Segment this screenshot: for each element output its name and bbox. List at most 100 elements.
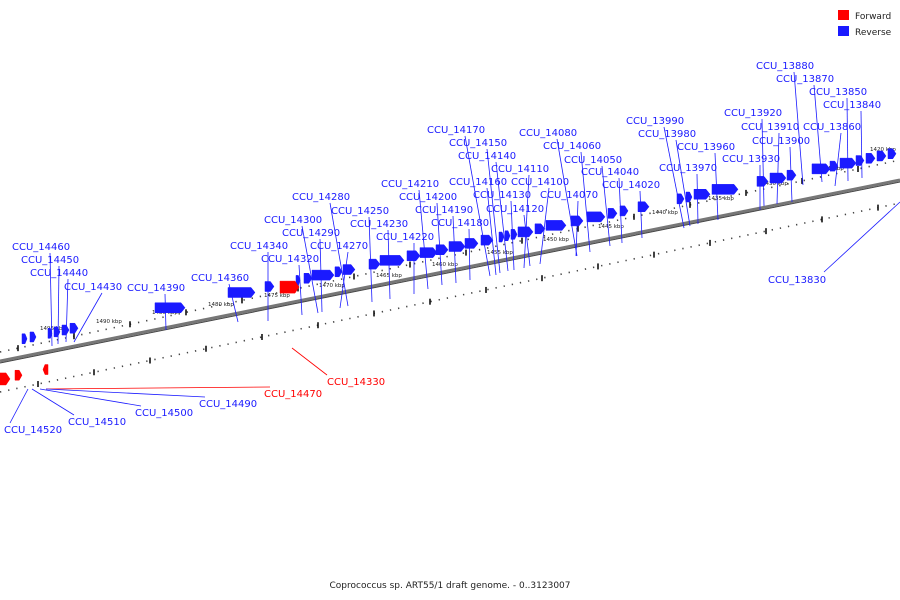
gene-label[interactable]: CCU_14300 <box>264 215 322 226</box>
gene-block <box>14 369 23 381</box>
kbp-label: 1455 kbp <box>487 250 513 256</box>
gene-label[interactable]: CCU_13870 <box>776 74 834 85</box>
gene-label[interactable]: CCU_14120 <box>486 204 544 215</box>
gene-label[interactable]: CCU_14440 <box>30 268 88 279</box>
gene-label[interactable]: CCU_13840 <box>823 100 881 111</box>
gene-block <box>227 287 256 298</box>
gene-label[interactable]: CCU_14100 <box>511 177 569 188</box>
gene-block <box>619 205 629 217</box>
genome-backbone-shadow <box>0 181 900 364</box>
gene-label[interactable]: CCU_14390 <box>127 283 185 294</box>
gene-block <box>756 176 769 187</box>
gene-block <box>154 302 186 313</box>
genome-caption: Coprococcus sp. ART55/1 draft genome. - … <box>329 581 570 591</box>
gene-label[interactable]: CCU_14190 <box>415 205 473 216</box>
gene-block <box>786 169 797 181</box>
gene-block <box>480 234 494 246</box>
gene-label[interactable]: CCU_13970 <box>659 163 717 174</box>
gene-block <box>21 333 28 345</box>
gene-connector <box>834 132 842 187</box>
gene-block <box>876 150 887 162</box>
gene-label[interactable]: CCU_14340 <box>230 241 288 252</box>
gene-label[interactable]: CCU_14020 <box>602 180 660 191</box>
gene-label[interactable]: CCU_13920 <box>724 108 782 119</box>
gene-label[interactable]: CCU_14520 <box>4 425 62 436</box>
gene-connector <box>73 292 103 343</box>
gene-block <box>711 184 739 195</box>
gene-block <box>419 247 438 258</box>
gene-label[interactable]: CCU_14360 <box>191 273 249 284</box>
gene-connector <box>301 225 319 314</box>
gene-connector <box>575 200 579 257</box>
gene-block <box>368 258 381 270</box>
gene-label[interactable]: CCU_13860 <box>803 122 861 133</box>
gene-label[interactable]: CCU_14200 <box>399 192 457 203</box>
gene-label[interactable]: CCU_14150 <box>449 138 507 149</box>
gene-label[interactable]: CCU_13980 <box>638 129 696 140</box>
gene-label[interactable]: CCU_13830 <box>768 275 826 286</box>
gene-label[interactable]: CCU_14040 <box>581 167 639 178</box>
gene-label[interactable]: CCU_14180 <box>431 218 489 229</box>
legend: Forward Reverse <box>838 10 892 38</box>
gene-label[interactable]: CCU_13960 <box>677 142 735 153</box>
gene-connector <box>45 388 206 398</box>
gene-label[interactable]: CCU_14280 <box>292 192 350 203</box>
gene-label[interactable]: CCU_14210 <box>381 179 439 190</box>
gene-block <box>42 364 49 375</box>
gene-label[interactable]: CCU_14320 <box>261 254 319 265</box>
gene-connector <box>39 388 142 407</box>
gene-label[interactable]: CCU_14290 <box>282 228 340 239</box>
gene-block <box>811 163 831 175</box>
gene-block <box>498 231 505 243</box>
gene-label[interactable]: CCU_14500 <box>135 408 193 419</box>
gene-label[interactable]: CCU_14160 <box>449 177 507 188</box>
gene-connector <box>436 202 443 286</box>
gene-label[interactable]: CCU_13880 <box>756 61 814 72</box>
gene-label[interactable]: CCU_13910 <box>741 122 799 133</box>
gene-label[interactable]: CCU_14070 <box>540 190 598 201</box>
gene-label[interactable]: CCU_14170 <box>427 125 485 136</box>
gene-label[interactable]: CCU_14490 <box>199 399 257 410</box>
gene-connector <box>663 126 685 229</box>
gene-label[interactable]: CCU_14220 <box>376 232 434 243</box>
kbp-label: 1480 kbp <box>208 302 234 308</box>
kbp-label: 1475 kbp <box>264 293 290 299</box>
gene-block <box>676 193 685 205</box>
gene-label[interactable]: CCU_14110 <box>491 164 549 175</box>
gene-label[interactable]: CCU_13900 <box>752 136 810 147</box>
gene-label[interactable]: CCU_14130 <box>473 190 531 201</box>
gene-label[interactable]: CCU_14050 <box>564 155 622 166</box>
reverse-swatch <box>838 26 849 36</box>
gene-label[interactable]: CCU_13990 <box>626 116 684 127</box>
kbp-label: 1450 kbp <box>543 237 569 243</box>
gene-label[interactable]: CCU_14330 <box>327 377 385 388</box>
gene-label[interactable]: CCU_13850 <box>809 87 867 98</box>
gene-label[interactable]: CCU_14430 <box>64 282 122 293</box>
gene-block <box>570 215 584 227</box>
gene-connector <box>418 189 429 290</box>
gene-block <box>829 160 839 172</box>
gene-label[interactable]: CCU_14450 <box>21 255 79 266</box>
gene-label[interactable]: CCU_14250 <box>331 206 389 217</box>
gene-label[interactable]: CCU_14470 <box>264 389 322 400</box>
gene-connector <box>556 138 578 257</box>
gene-block <box>61 324 70 336</box>
gene-label[interactable]: CCU_14080 <box>519 128 577 139</box>
gene-connector <box>486 187 497 276</box>
gene-block <box>545 220 567 231</box>
gene-connector <box>580 151 591 253</box>
gene-connector <box>639 190 643 239</box>
gene-connector <box>468 228 471 281</box>
legend-reverse-label: Reverse <box>855 28 892 38</box>
gene-block <box>637 201 650 212</box>
gene-label[interactable]: CCU_13930 <box>722 154 780 165</box>
gene-label[interactable]: CCU_14060 <box>543 141 601 152</box>
gene-label[interactable]: CCU_14460 <box>12 242 70 253</box>
gene-block <box>69 322 79 334</box>
gene-label[interactable]: CCU_14270 <box>310 241 368 252</box>
kbp-label: 1495 kbp <box>40 326 66 332</box>
gene-label[interactable]: CCU_14510 <box>68 417 126 428</box>
gene-label[interactable]: CCU_14140 <box>458 151 516 162</box>
gene-label[interactable]: CCU_14230 <box>350 219 408 230</box>
gene-blocks <box>0 148 897 386</box>
